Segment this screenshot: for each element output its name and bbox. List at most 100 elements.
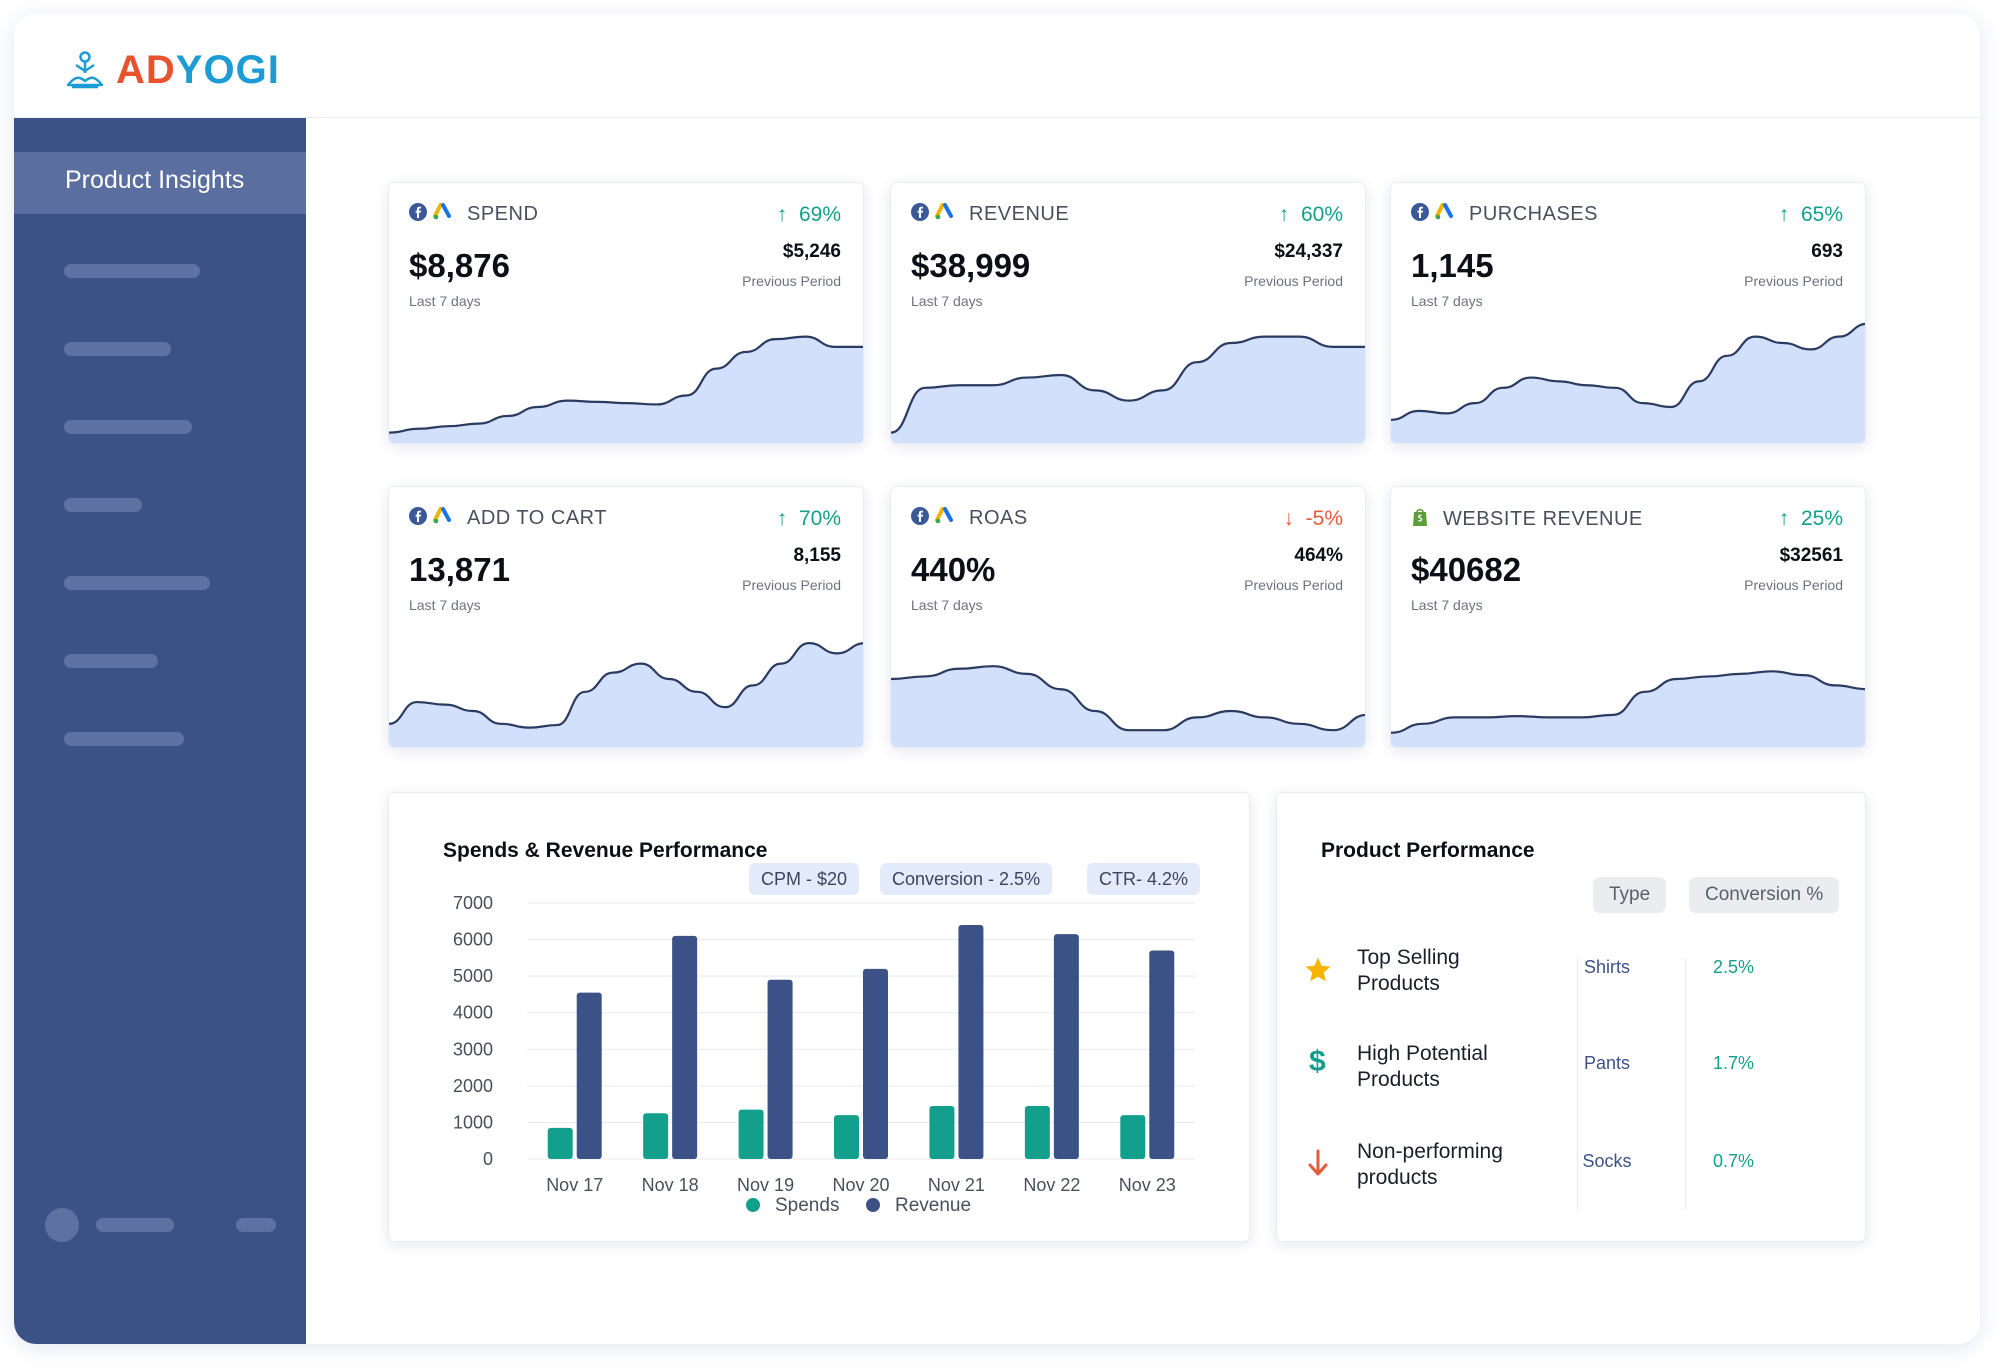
sparkline-line: [389, 335, 863, 434]
row-type-value[interactable]: Shirts: [1583, 957, 1630, 977]
row-type-value[interactable]: Socks: [1582, 1151, 1632, 1171]
kpi-card-spend[interactable]: SPEND ↑ 69% $8,876 $5,246 Previous Perio…: [388, 182, 864, 444]
sparkline-line: [891, 665, 1365, 732]
kpi-value: $40682: [1411, 551, 1522, 588]
bar-revenue-nov-17[interactable]: [576, 992, 602, 1159]
kpi-value: $8,876: [409, 247, 510, 284]
column-conversion-header[interactable]: Conversion %: [1689, 877, 1840, 913]
kpi-header: ADD TO CART: [409, 507, 607, 530]
row-label-top-selling: Top Selling Products: [1357, 946, 1460, 995]
kpi-period: Last 7 days: [409, 597, 481, 613]
performance-title: Spends & Revenue Performance: [443, 839, 768, 862]
legend-label-revenue[interactable]: Revenue: [895, 1195, 971, 1216]
y-tick-label: 1000: [453, 1112, 493, 1132]
y-tick-label: 0: [483, 1149, 493, 1169]
sparkline-area: [891, 336, 1365, 443]
kpi-sparkline: [1391, 322, 1865, 443]
kpi-previous-label: Previous Period: [742, 273, 841, 289]
sidebar-item-placeholder[interactable]: [64, 732, 184, 746]
sparkline-area: [389, 643, 863, 747]
sidebar-item-placeholder[interactable]: [64, 264, 200, 278]
sparkline-line: [891, 335, 1365, 434]
kpi-previous-label: Previous Period: [1244, 273, 1343, 289]
column-type-header[interactable]: Type: [1593, 877, 1667, 913]
bar-spends-nov-21[interactable]: [929, 1105, 955, 1159]
kpi-value: 13,871: [409, 551, 510, 588]
kpi-card-purchases[interactable]: PURCHASES ↑ 65% 1,145 693 Previous Perio…: [1390, 182, 1866, 444]
bar-spends-nov-20[interactable]: [834, 1115, 859, 1159]
row-conversion-value: 0.7%: [1713, 1151, 1755, 1171]
sparkline-area: [389, 336, 863, 443]
sidebar-item-product-insights[interactable]: Product Insights: [14, 152, 306, 214]
spends-revenue-performance-card: Spends & Revenue Performance CPM - $20 C…: [388, 792, 1250, 1242]
user-name-placeholder: [96, 1218, 174, 1232]
kpi-card-roas[interactable]: ROAS ↓ -5% 440% 464% Previous Period Las…: [890, 486, 1366, 748]
bar-revenue-nov-19[interactable]: [767, 979, 793, 1159]
kpi-title: REVENUE: [969, 203, 1070, 225]
column-divider: [1685, 959, 1686, 1209]
ctr-pill[interactable]: CTR- 4.2%: [1087, 863, 1201, 895]
bar-spends-nov-19[interactable]: [738, 1109, 764, 1159]
x-tick-label: Nov 23: [1119, 1175, 1176, 1195]
kpi-previous-label: Previous Period: [1744, 577, 1843, 593]
x-tick-label: Nov 21: [928, 1175, 985, 1195]
kpi-sparkline: [389, 642, 863, 747]
kpi-previous-value: 8,155: [793, 545, 841, 566]
column-divider: [1577, 959, 1578, 1209]
bar-revenue-nov-22[interactable]: [1053, 934, 1079, 1159]
sidebar-item-placeholder[interactable]: [64, 342, 171, 356]
user-menu-placeholder[interactable]: [236, 1218, 276, 1232]
facebook-icon: [409, 203, 427, 226]
x-tick-label: Nov 17: [546, 1175, 603, 1195]
bar-revenue-nov-20[interactable]: [863, 968, 888, 1159]
row-label-non-performing: Non-performing products: [1357, 1140, 1503, 1189]
kpi-sparkline: [891, 665, 1365, 747]
bar-spends-nov-18[interactable]: [643, 1113, 669, 1159]
bar-revenue-nov-18[interactable]: [672, 935, 698, 1159]
x-tick-label: Nov 20: [832, 1175, 889, 1195]
conversion-pill[interactable]: Conversion - 2.5%: [880, 863, 1053, 895]
kpi-value: 440%: [911, 551, 996, 588]
sidebar-item-placeholder[interactable]: [64, 576, 210, 590]
kpi-previous-value: $5,246: [782, 241, 841, 262]
kpi-header: WEBSITE REVENUE: [1411, 507, 1643, 532]
google-ads-icon: [1435, 203, 1455, 226]
shopify-icon: [1411, 507, 1429, 532]
kpi-title: PURCHASES: [1469, 203, 1598, 225]
facebook-icon: [409, 507, 427, 530]
kpi-header: PURCHASES: [1411, 203, 1598, 226]
legend-label-spends[interactable]: Spends: [775, 1195, 839, 1216]
legend-marker-spends: [746, 1198, 760, 1212]
sidebar-item-placeholder[interactable]: [64, 498, 142, 512]
cpm-pill[interactable]: CPM - $20: [749, 863, 860, 895]
bar-spends-nov-22[interactable]: [1024, 1105, 1050, 1159]
kpi-header: SPEND: [409, 203, 538, 226]
bar-revenue-nov-21[interactable]: [958, 924, 984, 1159]
sparkline-line: [389, 642, 863, 729]
sidebar-item-placeholder[interactable]: [64, 420, 192, 434]
kpi-title: WEBSITE REVENUE: [1443, 508, 1643, 530]
kpi-card-revenue[interactable]: REVENUE ↑ 60% $38,999 $24,337 Previous P…: [890, 182, 1366, 444]
arrow-up-icon: ↑: [776, 507, 788, 530]
bar-spends-nov-17[interactable]: [547, 1127, 573, 1159]
facebook-icon: [911, 507, 929, 530]
kpi-card-add-to-cart[interactable]: ADD TO CART ↑ 70% 13,871 8,155 Previous …: [388, 486, 864, 748]
y-tick-label: 4000: [453, 1003, 493, 1023]
google-ads-icon: [433, 203, 453, 226]
kpi-card-website-revenue[interactable]: WEBSITE REVENUE ↑ 25% $40682 $32561 Prev…: [1390, 486, 1866, 748]
bar-revenue-nov-23[interactable]: [1149, 950, 1175, 1159]
google-ads-icon: [935, 203, 955, 226]
kpi-sparkline: [389, 335, 863, 443]
user-avatar[interactable]: [45, 1208, 79, 1242]
sidebar-item-placeholder[interactable]: [64, 654, 158, 668]
kpi-title: SPEND: [467, 203, 539, 225]
kpi-change: ↓ -5%: [1283, 507, 1343, 530]
row-type-value[interactable]: Pants: [1583, 1053, 1631, 1073]
y-tick-label: 5000: [453, 966, 493, 986]
arrow-up-icon: ↑: [1278, 203, 1290, 226]
kpi-period: Last 7 days: [409, 293, 481, 309]
kpi-value: 1,145: [1411, 247, 1494, 284]
bar-spends-nov-23[interactable]: [1120, 1115, 1146, 1159]
adyogi-logo[interactable]: ADYOGI: [64, 48, 280, 93]
x-tick-label: Nov 22: [1023, 1175, 1080, 1195]
